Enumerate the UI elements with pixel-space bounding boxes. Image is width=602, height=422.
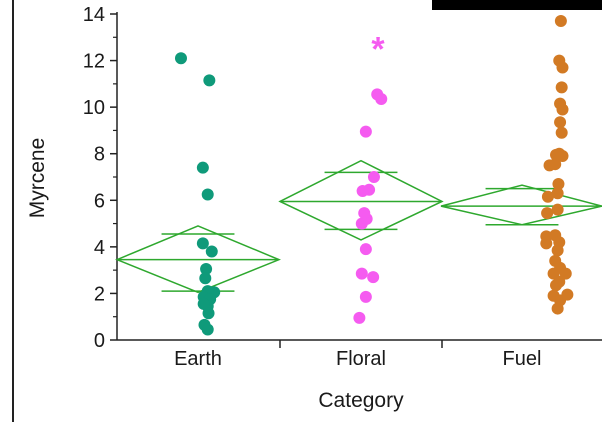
data-point-fuel [555,126,568,139]
y-tick-label: 4 [94,237,105,259]
x-tick-label-floral: Floral [336,348,386,370]
data-point-earth [196,161,209,174]
data-point-floral [359,243,372,256]
means-diamond-fuel [440,184,602,226]
data-point-earth [174,52,187,65]
data-point-earth [202,307,215,320]
data-point-floral [359,290,372,303]
x-tick-label-earth: Earth [174,348,222,370]
y-tick-label: 10 [83,97,105,119]
data-point-fuel [554,116,567,129]
data-point-earth [197,297,210,310]
data-point-floral [367,171,380,183]
data-points: * [174,14,574,336]
data-point-fuel [556,103,569,116]
data-point-fuel [556,150,569,163]
data-point-fuel [543,159,556,172]
y-tick-label: 8 [94,144,105,166]
y-tick-label: 0 [94,330,105,352]
data-point-fuel [552,177,565,190]
data-point-floral [367,271,380,284]
data-point-fuel [540,237,553,250]
data-point-earth [196,237,209,250]
y-axis-title: Myrcene [26,138,49,219]
data-point-floral [353,311,366,324]
data-point-fuel [550,279,563,292]
data-point-fuel [551,244,564,257]
x-tick-label-fuel: Fuel [503,348,542,370]
data-point-earth [200,262,213,275]
data-point-floral [358,207,371,220]
data-point-fuel [551,302,564,315]
y-tick-label: 6 [94,190,105,212]
data-point-fuel [541,207,554,220]
outlier-star-marker: * [371,31,385,69]
chart-frame [12,0,602,422]
data-point-floral [356,184,369,197]
data-point-fuel [556,61,569,74]
data-point-floral [359,125,372,138]
data-point-fuel [554,14,567,27]
black-header-bar [432,0,602,10]
data-point-fuel [541,190,554,203]
data-point-floral [375,92,388,105]
data-point-fuel [561,288,574,301]
data-point-earth [199,272,212,285]
x-axis-title: Category [318,389,404,412]
means-diamonds [115,159,602,294]
data-point-earth [201,323,214,336]
axes: 0 2 4 6 8 10 12 14 Earth Floral Fuel [83,4,602,370]
y-tick-label: 14 [83,4,105,26]
data-point-fuel [555,81,568,94]
data-point-fuel [551,187,564,200]
data-point-earth [203,74,216,87]
y-tick-label: 12 [83,51,105,73]
data-point-floral [355,267,368,280]
data-point-fuel [551,203,564,216]
data-point-fuel [559,267,572,280]
data-point-earth [201,188,214,201]
data-point-earth [205,245,218,258]
y-tick-label: 2 [94,283,105,305]
